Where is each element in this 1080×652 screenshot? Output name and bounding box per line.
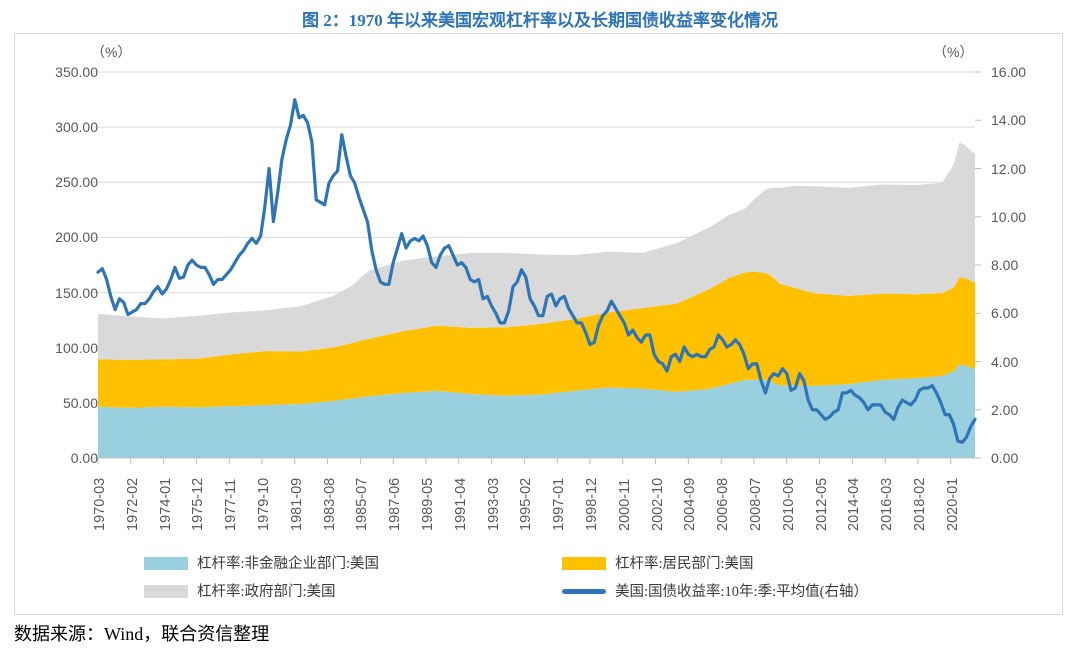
x-axis-tick-label: 2018-02: [911, 477, 928, 531]
x-axis-tick-label: 2002-10: [649, 477, 666, 531]
left-axis-tick-label: 150.00: [55, 284, 98, 301]
left-axis-tick-label: 300.00: [55, 119, 98, 136]
right-axis-tick-label: 16.00: [991, 64, 1027, 80]
x-axis-tick-label: 2008-07: [747, 477, 764, 531]
chart-plot: [91, 71, 981, 464]
legend-label-corporate: 杠杆率:非金融企业部门:美国: [197, 556, 380, 572]
x-axis-tick-label: 1979-10: [255, 477, 272, 531]
right-axis-unit: （%）: [933, 44, 974, 60]
left-axis-tick-label: 350.00: [55, 64, 98, 80]
x-axis-tick-label: 1987-06: [387, 477, 404, 531]
right-axis-tick-label: 2.00: [991, 401, 1019, 418]
legend-item-corporate: 杠杆率:非金融企业部门:美国: [144, 555, 554, 573]
chart-figure: （%） （%） 350.00 300.00 250.00 200.00 150.00 10…: [14, 33, 1063, 615]
legend-item-yield-line: 美国:国债收益率:10年:季:平均值(右轴）: [562, 583, 1002, 601]
x-axis-tick-label: 2006-08: [715, 477, 732, 531]
x-axis-tick-label: 2000-11: [616, 478, 633, 531]
left-axis-tick-label: 200.00: [55, 229, 98, 246]
x-axis-tick-label: 1991-04: [452, 477, 469, 531]
legend-item-household: 杠杆率:居民部门:美国: [562, 555, 972, 573]
legend-item-government: 杠杆率:政府部门:美国: [144, 583, 554, 601]
legend-swatch-corporate: [144, 557, 188, 570]
x-axis-tick-label: 1995-02: [518, 477, 535, 531]
area-series-1: [98, 271, 975, 408]
right-axis-tick-label: 10.00: [991, 208, 1027, 225]
left-axis-tick-label: 250.00: [55, 174, 98, 191]
x-axis-tick-label: 2004-09: [682, 477, 699, 531]
right-axis-tick-label: 12.00: [991, 160, 1027, 177]
left-axis-tick-label: 50.00: [62, 394, 98, 411]
x-axis-tick-label: 2012-05: [813, 477, 830, 531]
x-axis-tick-label: 1977-11: [223, 478, 240, 531]
x-axis-tick-label: 1985-07: [354, 477, 371, 531]
chart-title: 图 2：1970 年以来美国宏观杠杆率以及长期国债收益率变化情况: [302, 11, 778, 30]
x-axis-tick-label: 2014-04: [846, 477, 863, 531]
source-note: 数据来源：Wind，联合资信整理: [14, 624, 270, 644]
x-axis-tick-label: 1983-08: [321, 477, 338, 531]
x-axis-tick-label: 1993-03: [485, 477, 502, 531]
area-series-2: [98, 142, 975, 360]
right-axis-tick-label: 8.00: [991, 257, 1019, 273]
legend-label-household: 杠杆率:居民部门:美国: [615, 556, 754, 572]
legend-swatch-yield-line: [562, 589, 606, 594]
left-axis-tick-label: 0.00: [70, 450, 98, 466]
legend-label-yield-line: 美国:国债收益率:10年:季:平均值(右轴）: [615, 584, 868, 600]
x-axis-tick-label: 2010-06: [780, 477, 797, 531]
x-axis-tick-label: 1981-09: [288, 477, 305, 531]
x-axis-tick-label: 1974-01: [157, 477, 174, 531]
left-axis-tick-label: 100.00: [55, 339, 98, 356]
x-axis-tick-label: 1970-03: [92, 477, 108, 531]
right-axis-tick-label: 4.00: [991, 353, 1019, 370]
left-axis-unit: （%）: [91, 44, 132, 60]
legend-swatch-household: [562, 557, 606, 570]
right-axis-tick-label: 6.00: [991, 305, 1019, 322]
x-axis-tick-label: 1997-01: [551, 477, 568, 531]
yield-line-series: [96, 98, 977, 444]
x-axis-tick-label: 1989-05: [419, 477, 436, 531]
legend-swatch-government: [144, 585, 188, 598]
area-series-0: [98, 364, 975, 458]
right-axis-tick-label: 0.00: [991, 450, 1019, 466]
right-axis-tick-label: 14.00: [991, 112, 1027, 129]
x-axis-tick-label: 1972-02: [124, 477, 141, 531]
x-axis-tick-label: 1998-12: [583, 477, 600, 531]
x-axis-tick-label: 2016-03: [879, 477, 896, 531]
x-axis-tick-label: 2020-01: [944, 477, 961, 531]
x-axis-tick-label: 1975-12: [190, 477, 207, 531]
legend-label-government: 杠杆率:政府部门:美国: [197, 584, 336, 600]
